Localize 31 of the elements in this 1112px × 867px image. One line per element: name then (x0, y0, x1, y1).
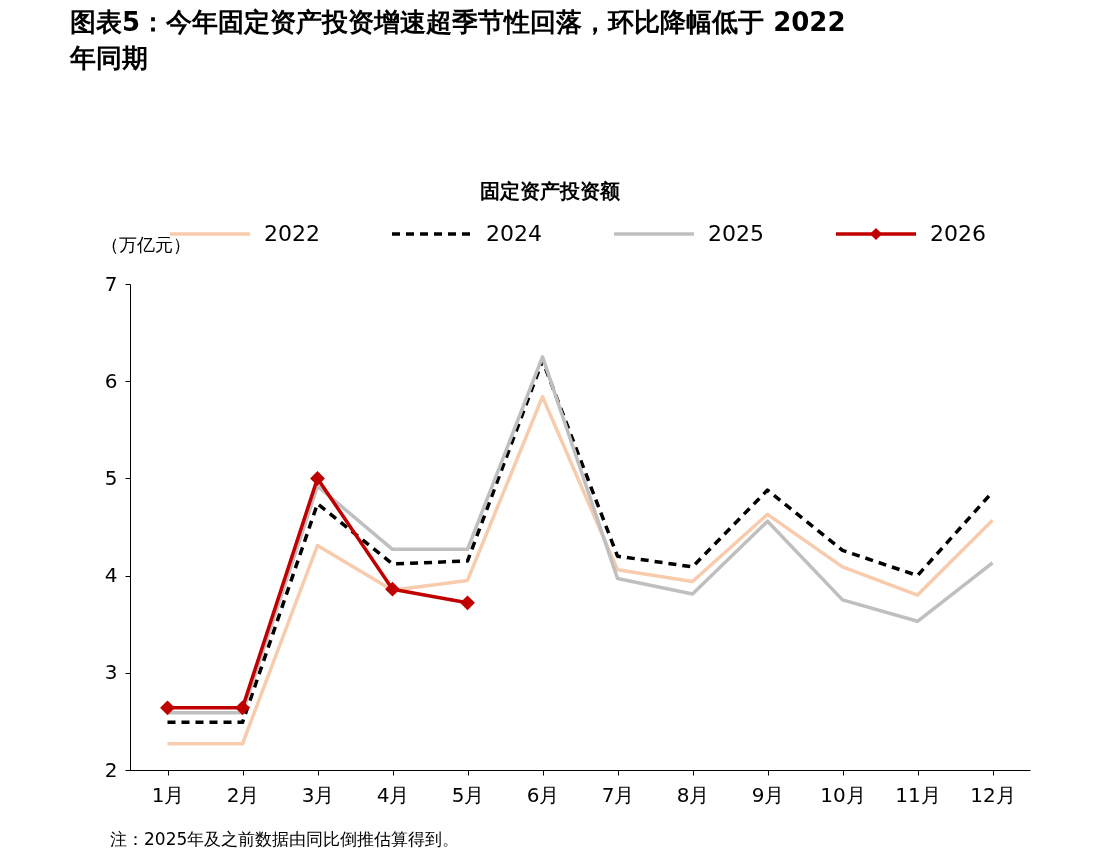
x-tick-label: 12月 (970, 782, 1016, 807)
x-tick-label: 6月 (526, 782, 560, 807)
point (460, 595, 475, 611)
point (235, 700, 250, 716)
x-tick-label: 8月 (676, 782, 710, 807)
x-tick-label: 11月 (895, 782, 941, 807)
chart-subtitle: 固定资产投资额 (480, 179, 621, 203)
point (310, 470, 325, 486)
legend-label: 2024 (486, 221, 542, 246)
legend-label: 2026 (930, 221, 986, 246)
point (160, 700, 175, 716)
y-tick-label: 5 (104, 465, 118, 490)
x-tick-label: 7月 (601, 782, 635, 807)
x-tick-label: 4月 (376, 782, 410, 807)
x-tick-label: 3月 (301, 782, 335, 807)
x-tick-label: 1月 (151, 782, 185, 807)
point (385, 581, 400, 597)
y-tick-label: 4 (104, 563, 118, 588)
x-tick-label: 5月 (451, 782, 485, 807)
y-axis-title: （万亿元） (100, 233, 191, 255)
text: 注：2025年及之前数据由同比倒推估算得到。 (110, 829, 460, 849)
y-tick-label: 7 (104, 271, 118, 296)
legend-label: 2025 (708, 221, 764, 246)
y-tick-label: 3 (104, 660, 118, 685)
x-tick-label: 10月 (820, 782, 866, 807)
y-tick-label: 6 (104, 368, 118, 393)
chart-title: 图表5：今年固定资产投资增速超季节性回落，环比降幅低于 2022 年同期 (69, 7, 846, 73)
y-tick-label: 2 (104, 757, 118, 782)
x-tick-label: 2月 (226, 782, 260, 807)
legend-label: 2022 (264, 221, 320, 246)
x-tick-label: 9月 (751, 782, 785, 807)
